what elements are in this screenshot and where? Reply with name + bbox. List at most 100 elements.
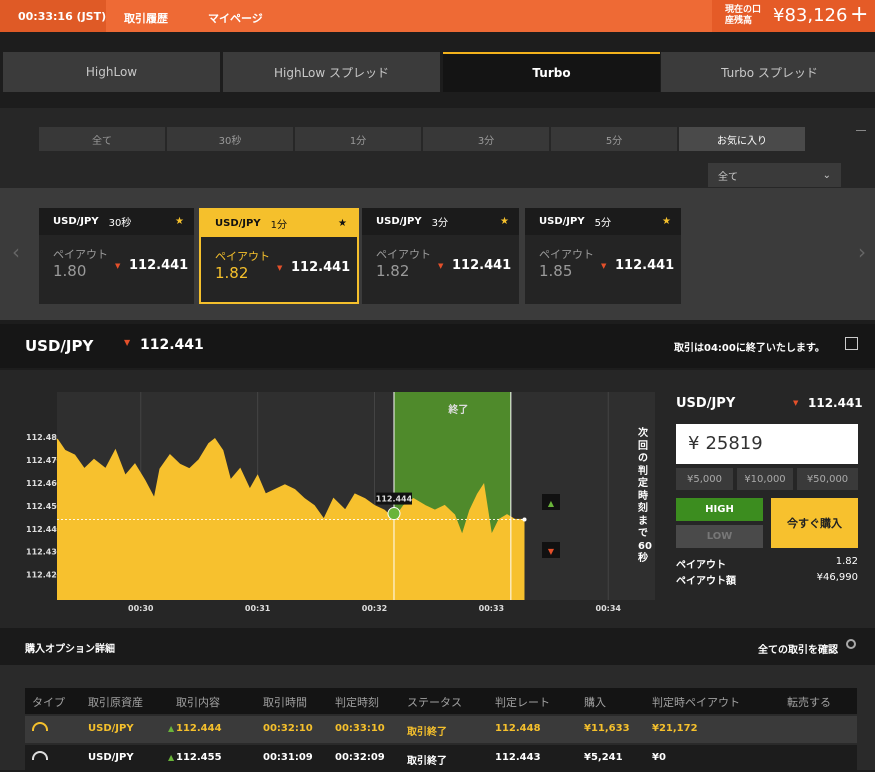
cell: 112.455 xyxy=(176,752,222,763)
product-card[interactable]: USD/JPY 1分 ★ ペイアウト 1.82 ▼ 112.441 xyxy=(199,208,359,304)
filter[interactable]: お気に入り xyxy=(679,127,805,151)
pair: USD/JPY xyxy=(539,216,585,227)
prev[interactable]: ‹ xyxy=(12,240,20,264)
order-panel: USD/JPY ▼ 112.441 ¥25819 ¥5,000 ¥10,000 ¥5… xyxy=(665,370,875,628)
rate: 112.441 xyxy=(129,258,189,273)
next[interactable]: › xyxy=(858,240,866,264)
buy-button[interactable]: 今すぐ購入 xyxy=(771,498,858,548)
preset[interactable]: ¥10,000 xyxy=(737,468,793,490)
quote-pair: USD/JPY xyxy=(25,337,94,355)
rate: 112.441 xyxy=(452,258,512,273)
payout-label: ペイアウト xyxy=(376,248,431,261)
preset[interactable]: ¥50,000 xyxy=(797,468,858,490)
payout-label: ペイアウト xyxy=(539,248,594,261)
filter[interactable]: 全て xyxy=(39,127,165,151)
tab[interactable]: HighLow スプレッド xyxy=(223,52,440,92)
payout-amount-label: ペイアウト額 xyxy=(676,576,736,587)
column-header: 購入 xyxy=(584,696,606,709)
star[interactable]: ★ xyxy=(175,216,184,227)
column-header: 取引内容 xyxy=(176,696,220,709)
cell: 112.448 xyxy=(495,723,541,734)
card-header: USD/JPY 3分 ★ xyxy=(362,208,519,235)
cell: 112.443 xyxy=(495,752,541,763)
quote-bar: USD/JPY ▼ 112.441 取引は04:00に終了いたします。 xyxy=(0,324,875,368)
clock-box xyxy=(0,0,106,32)
balance-label: 現在の口座残高 xyxy=(725,5,762,26)
product-card[interactable]: USD/JPY 30秒 ★ ペイアウト 1.80 ▼ 112.441 xyxy=(39,208,194,304)
down-icon: ▼ xyxy=(601,262,607,270)
column-header: ステータス xyxy=(407,696,462,709)
filter[interactable]: 1分 xyxy=(295,127,421,151)
x-tick-label: 00:34 xyxy=(596,604,622,613)
price-chart: 00:30 00:31 00:32 00:33 00:34 112.42 112.43 112… xyxy=(26,392,655,613)
payout: 1.82 xyxy=(835,556,858,567)
order-pair: USD/JPY xyxy=(676,396,736,411)
rate: 112.441 xyxy=(291,260,351,275)
payout: 1.82 xyxy=(215,264,249,282)
nav-link[interactable]: 取引履歴 xyxy=(124,12,168,25)
duration: 3分 xyxy=(431,218,448,229)
cell: ¥21,172 xyxy=(652,723,698,734)
cell: USD/JPY xyxy=(88,723,134,734)
type-icon xyxy=(32,751,48,760)
tab[interactable]: Turbo xyxy=(443,52,660,92)
cell: 00:32:09 xyxy=(335,752,385,763)
high-button[interactable]: HIGH xyxy=(676,498,763,521)
preset[interactable]: ¥5,000 xyxy=(676,468,733,490)
high-icon: ▲ xyxy=(548,499,555,508)
cell: 取引終了 xyxy=(407,756,447,767)
type-icon xyxy=(32,722,48,731)
filter[interactable]: 3分 xyxy=(423,127,549,151)
down-icon: ▼ xyxy=(115,262,121,270)
column-header: 判定レート xyxy=(495,696,550,709)
current-point xyxy=(522,517,527,522)
cell: 取引終了 xyxy=(407,727,447,738)
cell: 00:32:10 xyxy=(263,723,313,734)
column-header: タイプ xyxy=(32,696,65,709)
pair: USD/JPY xyxy=(376,216,422,227)
filter[interactable]: 5分 xyxy=(551,127,677,151)
up-icon: ▲ xyxy=(168,724,175,733)
view-all[interactable]: 全ての取引を確認 xyxy=(758,645,838,656)
y-tick-label: 112.45 xyxy=(26,502,57,511)
filter[interactable]: 30秒 xyxy=(167,127,293,151)
star[interactable]: ★ xyxy=(662,216,671,227)
top-bar: 00:33:16 (JST) 取引履歴 マイページ 現在の口座残高 ¥83,12… xyxy=(0,0,875,32)
y-tick-label: 112.46 xyxy=(26,479,57,488)
x-tick-label: 00:31 xyxy=(245,604,271,613)
popout[interactable] xyxy=(845,337,858,350)
y-tick-label: 112.48 xyxy=(26,433,57,442)
pair: USD/JPY xyxy=(215,218,261,229)
product-card[interactable]: USD/JPY 3分 ★ ペイアウト 1.82 ▼ 112.441 xyxy=(362,208,519,304)
nav-link[interactable]: マイページ xyxy=(208,12,263,25)
up-icon: ▲ xyxy=(168,753,175,762)
star[interactable]: ★ xyxy=(500,216,509,227)
cell: 00:33:10 xyxy=(335,723,385,734)
payout-amount: ¥46,990 xyxy=(816,572,858,583)
cell: ¥5,241 xyxy=(584,752,623,763)
star[interactable]: ★ xyxy=(338,218,347,229)
payout: 1.82 xyxy=(376,262,410,280)
y-tick-label: 112.44 xyxy=(26,525,57,534)
low-button[interactable]: LOW xyxy=(676,525,763,548)
add-funds[interactable]: + xyxy=(850,2,869,27)
collapse[interactable] xyxy=(856,130,866,131)
down-icon: ▼ xyxy=(793,399,799,407)
payout-label: ペイアウト xyxy=(215,250,270,263)
amount-input[interactable]: ¥25819 xyxy=(676,424,858,464)
product-card[interactable]: USD/JPY 5分 ★ ペイアウト 1.85 ▼ 112.441 xyxy=(525,208,681,304)
low-icon: ▼ xyxy=(548,547,555,556)
caret: ⌄ xyxy=(822,169,831,181)
cell: ¥11,633 xyxy=(584,723,630,734)
table-row xyxy=(25,745,857,772)
table-header xyxy=(25,688,857,714)
card-header: USD/JPY 5分 ★ xyxy=(525,208,681,235)
down-icon: ▼ xyxy=(277,264,283,272)
dropdown[interactable]: 全て ⌄ xyxy=(708,163,841,187)
low-marker xyxy=(542,542,560,558)
cell: 00:31:09 xyxy=(263,752,313,763)
tab[interactable]: HighLow xyxy=(3,52,220,92)
tab[interactable]: Turbo スプレッド xyxy=(661,52,875,92)
cell: USD/JPY xyxy=(88,752,134,763)
